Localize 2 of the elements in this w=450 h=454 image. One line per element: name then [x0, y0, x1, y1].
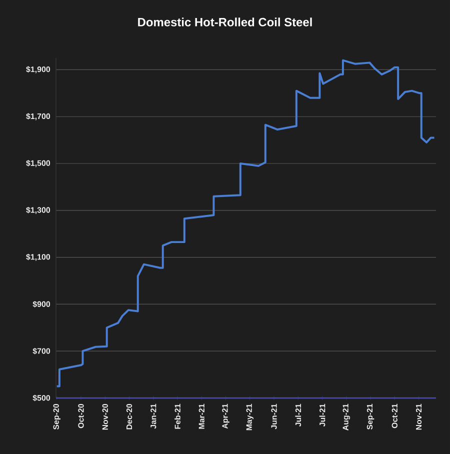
chart-title: Domestic Hot-Rolled Coil Steel	[138, 18, 312, 26]
line-series	[56, 59, 436, 388]
